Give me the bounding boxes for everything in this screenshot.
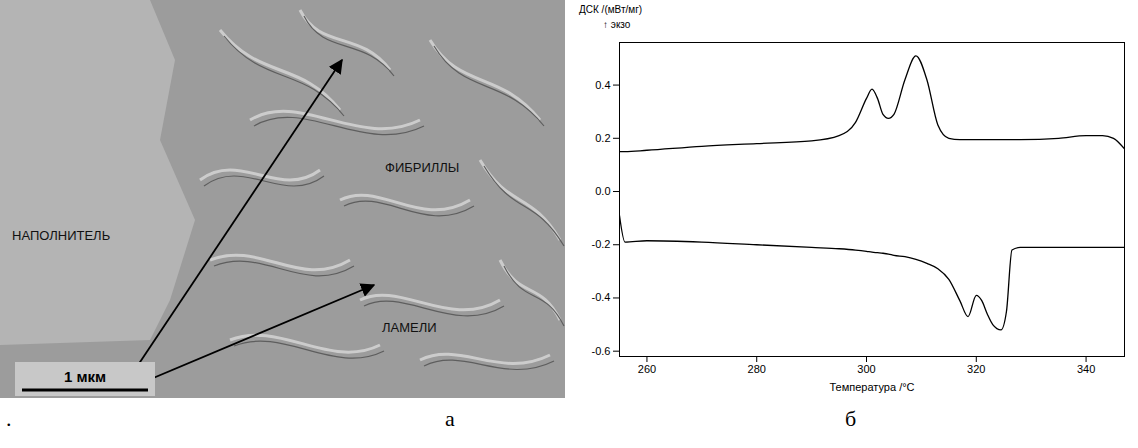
svg-text:ЛАМЕЛИ: ЛАМЕЛИ — [382, 320, 437, 335]
svg-text:1 мкм: 1 мкм — [64, 368, 106, 385]
svg-text:Температура /°C: Температура /°C — [829, 381, 914, 393]
html-text:а: а — [445, 406, 455, 431]
svg-text:0.4: 0.4 — [595, 79, 610, 91]
html-text:б: б — [845, 406, 857, 431]
html-text:ДСК /(мВт/мг): ДСК /(мВт/мг) — [579, 4, 643, 15]
svg-text:-0.6: -0.6 — [592, 345, 611, 357]
svg-text:300: 300 — [857, 363, 875, 375]
svg-text:0.2: 0.2 — [595, 132, 610, 144]
svg-text:260: 260 — [638, 363, 656, 375]
svg-text:0.0: 0.0 — [595, 185, 610, 197]
svg-text:280: 280 — [748, 363, 766, 375]
svg-text:340: 340 — [1077, 363, 1095, 375]
svg-text:ФИБРИЛЛЫ: ФИБРИЛЛЫ — [385, 160, 459, 175]
svg-text:-0.2: -0.2 — [592, 238, 611, 250]
svg-text:-0.4: -0.4 — [592, 291, 611, 303]
html-text:↑ экзо: ↑ экзо — [603, 19, 631, 30]
svg-text:320: 320 — [967, 363, 985, 375]
svg-text:НАПОЛНИТЕЛЬ: НАПОЛНИТЕЛЬ — [12, 228, 110, 243]
